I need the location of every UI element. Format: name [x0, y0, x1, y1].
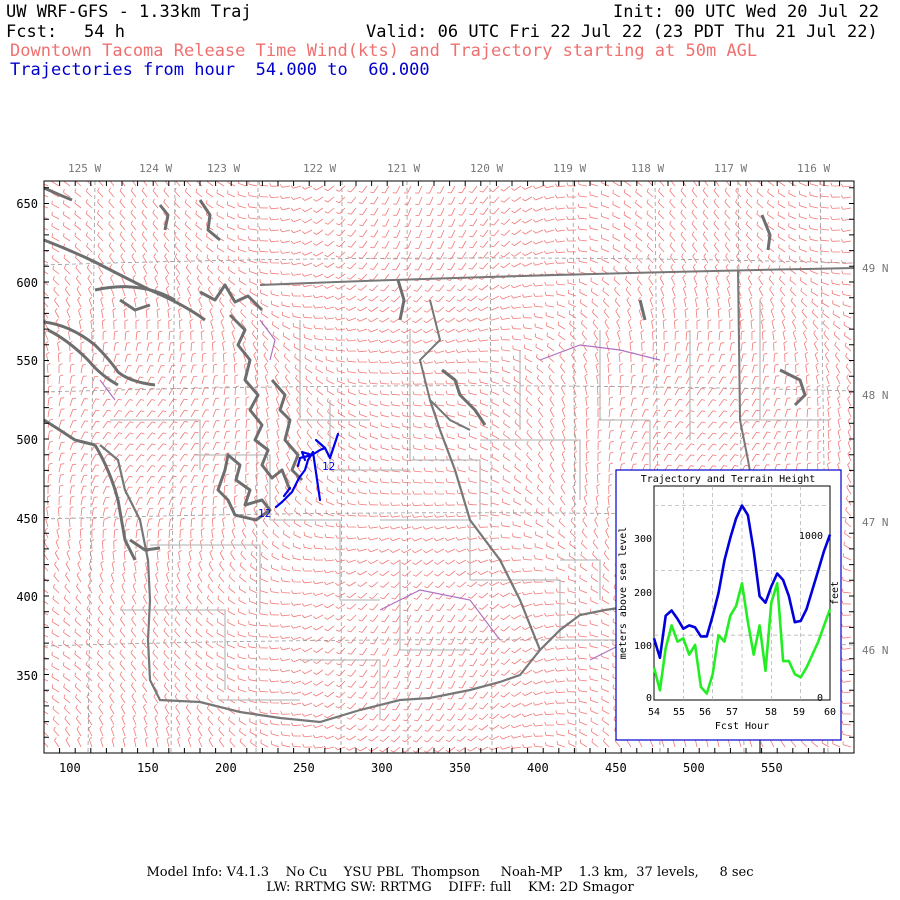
trajectory-height-line — [652, 504, 832, 660]
model-info-line1: Model Info: V4.1.3 No Cu YSU PBL Thompso… — [146, 865, 754, 880]
trajectory-range: Trajectories from hour 54.000 to 60.000 — [10, 60, 430, 80]
longitude-label: 117 W — [714, 162, 747, 175]
inset-y-right-axis-title: feet — [830, 581, 841, 605]
forecast-hours: 54 h — [84, 22, 125, 42]
longitude-label: 122 W — [303, 162, 336, 175]
coastline — [44, 186, 807, 561]
y-tick-label: 400 — [16, 590, 38, 604]
y-tick-label: 350 — [16, 669, 38, 683]
trajectory-hour-label: 12 — [322, 460, 335, 473]
y-tick-label: 450 — [16, 512, 38, 526]
x-tick-label: 150 — [137, 761, 159, 775]
terrain-height-line — [652, 581, 832, 695]
latitude-label: 46 N — [862, 644, 889, 657]
inset-y-axis-title: meters above sea level — [618, 527, 629, 659]
inset-y-right-tick-label: 0 — [817, 693, 823, 704]
trajectory-path — [274, 432, 340, 509]
longitude-label: 123 W — [207, 162, 240, 175]
x-tick-label: 450 — [605, 761, 627, 775]
inset-title: Trajectory and Terrain Height — [641, 474, 816, 485]
valid-time: Valid: 06 UTC Fri 22 Jul 22 (23 PDT Thu … — [366, 22, 878, 42]
inset-x-tick-label: 60 — [824, 707, 836, 718]
map-subtitle: Downtown Tacoma Release Time Wind(kts) a… — [10, 41, 758, 61]
inset-y-tick-label: 100 — [634, 641, 652, 652]
longitude-label: 120 W — [470, 162, 503, 175]
trajectory-hour-label: 12 — [258, 507, 271, 520]
x-tick-label: 250 — [293, 761, 315, 775]
longitude-label: 116 W — [797, 162, 830, 175]
x-tick-label: 300 — [371, 761, 393, 775]
longitude-label: 118 W — [631, 162, 664, 175]
inset-x-tick-label: 57 — [726, 707, 738, 718]
x-tick-label: 550 — [761, 761, 783, 775]
x-tick-label: 500 — [683, 761, 705, 775]
y-tick-label: 500 — [16, 433, 38, 447]
y-tick-label: 550 — [16, 354, 38, 368]
latitude-label: 48 N — [862, 389, 889, 402]
init-time: Init: 00 UTC Wed 20 Jul 22 — [613, 2, 880, 22]
latitude-label: 47 N — [862, 516, 889, 529]
inset-y-tick-label: 200 — [634, 588, 652, 599]
inset-x-axis-title: Fcst Hour — [715, 721, 769, 732]
forecast-label: Fcst: — [6, 22, 58, 42]
latitude-label: 49 N — [862, 262, 889, 275]
map-frame — [43, 180, 855, 754]
y-tick-label: 650 — [16, 197, 38, 211]
x-tick-label: 100 — [59, 761, 81, 775]
longitude-label: 124 W — [139, 162, 172, 175]
longitude-label: 121 W — [387, 162, 420, 175]
x-tick-label: 350 — [449, 761, 471, 775]
inset-y-right-tick-label: 1000 — [799, 531, 823, 542]
y-tick-label: 600 — [16, 276, 38, 290]
inset-x-tick-label: 56 — [699, 707, 711, 718]
x-tick-label: 400 — [527, 761, 549, 775]
inset-x-tick-label: 58 — [765, 707, 777, 718]
columbia-river — [99, 399, 760, 724]
model-info-line2: LW: RRTMG SW: RRTMG DIFF: full KM: 2D Sm… — [266, 880, 634, 895]
terrain-height-inset: Trajectory and Terrain Height 54 55 56 5… — [615, 469, 842, 741]
inset-x-tick-label: 54 — [648, 707, 660, 718]
x-tick-label: 200 — [215, 761, 237, 775]
inset-y-tick-label: 300 — [634, 534, 652, 545]
inset-x-tick-label: 55 — [673, 707, 685, 718]
map-title: UW WRF-GFS - 1.33km Traj — [6, 2, 252, 22]
inset-y-tick-label: 0 — [646, 693, 652, 704]
longitude-label: 119 W — [553, 162, 586, 175]
longitude-label: 125 W — [68, 162, 101, 175]
inset-x-tick-label: 59 — [793, 707, 805, 718]
